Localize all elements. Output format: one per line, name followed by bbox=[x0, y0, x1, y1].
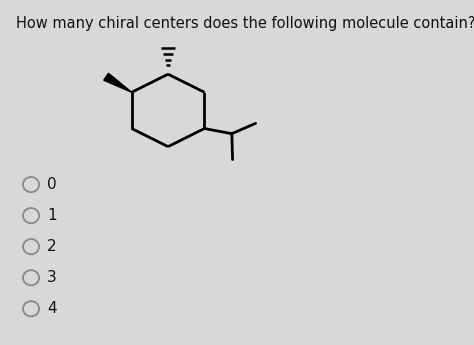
Polygon shape bbox=[104, 73, 132, 92]
Text: 1: 1 bbox=[47, 208, 57, 223]
Text: 0: 0 bbox=[47, 177, 57, 192]
Text: 2: 2 bbox=[47, 239, 57, 254]
Text: How many chiral centers does the following molecule contain?: How many chiral centers does the followi… bbox=[17, 16, 474, 30]
Text: 4: 4 bbox=[47, 301, 57, 316]
Text: 3: 3 bbox=[47, 270, 57, 285]
